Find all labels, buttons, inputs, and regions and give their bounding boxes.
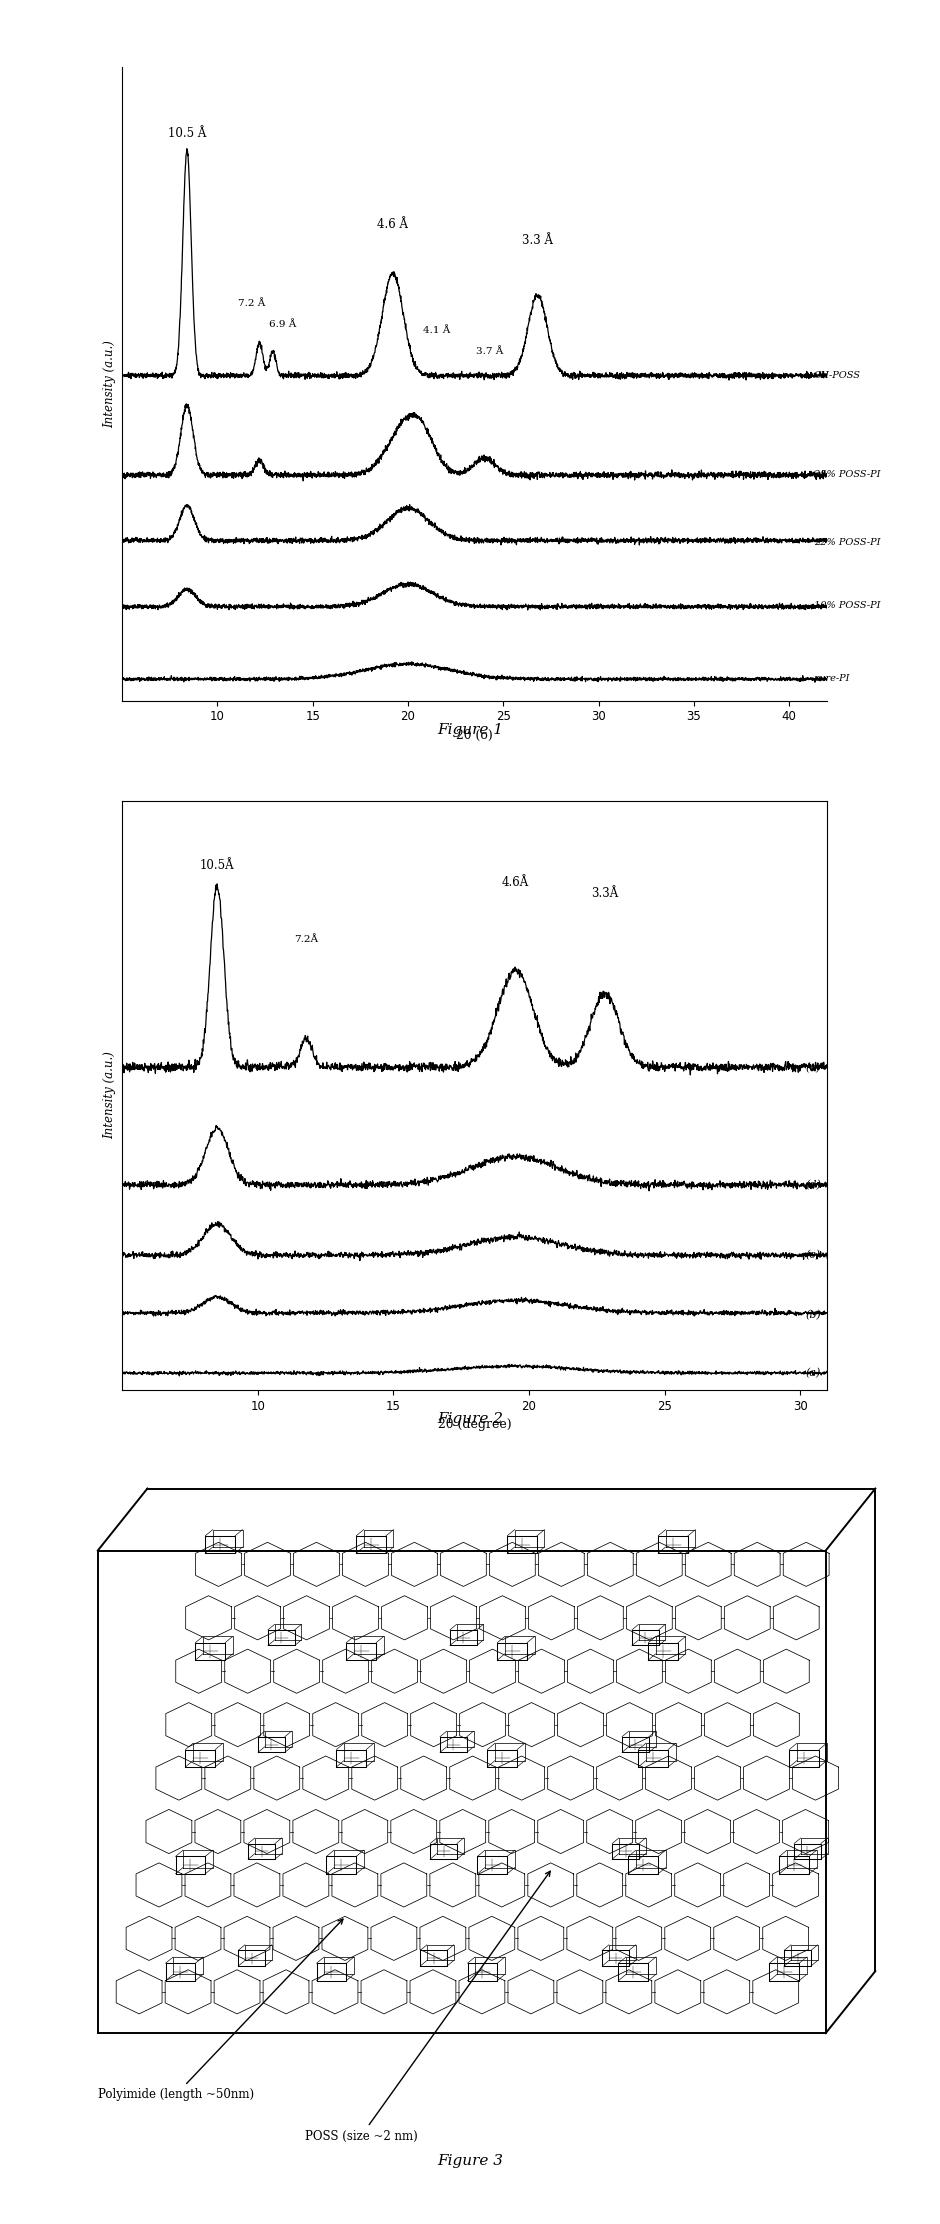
Text: 10% POSS-PI: 10% POSS-PI [814,600,881,609]
Text: (a): (a) [806,1368,821,1379]
Text: Figure 2: Figure 2 [437,1412,503,1426]
Text: 10.5 Å: 10.5 Å [168,127,206,140]
Text: (d): (d) [806,1181,822,1190]
Text: 3.3 Å: 3.3 Å [522,234,553,247]
Y-axis label: Intensity (a.u.): Intensity (a.u.) [103,340,117,427]
Text: 7.2Å: 7.2Å [294,936,319,945]
Text: Polyimide (length ~50nm): Polyimide (length ~50nm) [98,1919,343,2102]
Text: 4.1 Å: 4.1 Å [423,325,450,334]
X-axis label: 2θ (o): 2θ (o) [456,729,494,743]
Text: 35% POSS-PI: 35% POSS-PI [814,469,881,478]
Text: Figure 1: Figure 1 [437,723,503,736]
Text: pure-PI: pure-PI [814,674,851,683]
Text: POSS (size ~2 nm): POSS (size ~2 nm) [305,1870,550,2142]
Text: 3.7 Å: 3.7 Å [477,347,504,356]
Text: CH-POSS: CH-POSS [814,371,861,380]
Text: 10.5Å: 10.5Å [200,858,234,872]
Text: 22% POSS-PI: 22% POSS-PI [814,538,881,547]
Text: 6.9 Å: 6.9 Å [269,320,296,329]
Text: (c): (c) [806,1250,821,1261]
Y-axis label: Intensity (a.u.): Intensity (a.u.) [103,1052,117,1139]
Text: 4.6 Å: 4.6 Å [377,218,408,231]
Text: 7.2 Å: 7.2 Å [238,298,265,307]
Text: (b): (b) [806,1310,822,1319]
Text: 3.3Å: 3.3Å [591,887,619,901]
Text: 4.6Å: 4.6Å [502,876,529,890]
Text: (e): (e) [806,1063,821,1072]
X-axis label: 2θ (degree): 2θ (degree) [438,1419,511,1432]
Text: Figure 3: Figure 3 [437,2155,503,2168]
